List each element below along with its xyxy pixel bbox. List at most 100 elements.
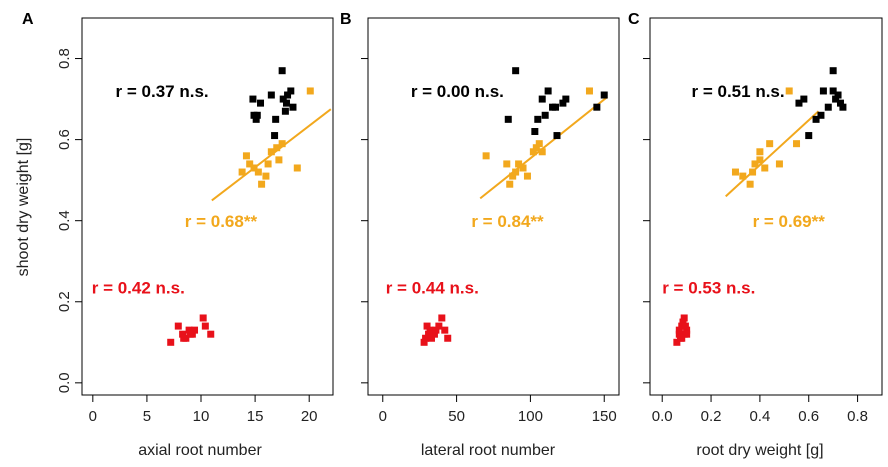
panel-b-point-black-4 xyxy=(544,87,552,95)
panel-a-point-red-7 xyxy=(199,314,207,322)
panel-b: B 0 50 100 150 r = 0.00 n.s. r = 0.84** r =… xyxy=(340,11,620,459)
panel-c-point-orange-4 xyxy=(756,148,764,156)
panel-a-point-red-9 xyxy=(207,330,215,338)
panel-c-point-orange-7 xyxy=(775,160,783,168)
panel-c-point-red-2 xyxy=(678,322,686,330)
panel-b-point-black-3 xyxy=(538,95,546,103)
y-axis-label: shoot dry weight [g] xyxy=(15,138,32,277)
panel-b-point-red-11 xyxy=(444,334,452,342)
panel-a-point-orange-6 xyxy=(267,148,275,156)
panel-c-point-black-8 xyxy=(832,95,840,103)
panel-b-point-red-2 xyxy=(423,322,431,330)
panel-a-point-orange-3 xyxy=(254,168,262,176)
panel-b-point-red-4 xyxy=(426,326,434,334)
panel-c-xtick-label-4: 0.8 xyxy=(847,408,868,425)
panel-c-point-red-1 xyxy=(675,330,683,338)
panel-b-label: B xyxy=(340,11,352,28)
panel-a-point-black-9 xyxy=(284,91,292,99)
panel-a-point-orange-5 xyxy=(262,172,270,180)
panel-b-x-label: lateral root number xyxy=(421,442,556,459)
panel-c-point-black-3 xyxy=(812,115,820,123)
panel-a: A 0 5 10 15 200.00.20.40.60.8 r = 0.37 n.s. … xyxy=(22,11,334,459)
panel-a-point-black-7 xyxy=(278,67,286,75)
panel-c-ticks: 0.0 0.2 0.4 0.6 0.8 xyxy=(643,58,868,425)
panel-b-frame xyxy=(367,17,620,396)
panel-c-point-orange-1 xyxy=(739,172,747,180)
panel-c-xtick-label-3: 0.6 xyxy=(798,408,819,425)
panel-a-point-black-4 xyxy=(257,99,265,107)
panel-a-annotation-black: r = 0.37 n.s. xyxy=(116,82,209,101)
panel-a-point-black-3 xyxy=(253,111,261,119)
panel-a-point-red-6 xyxy=(191,326,199,334)
panel-b-annotation-black: r = 0.00 n.s. xyxy=(411,82,504,101)
panel-b-ticks: 0 50 100 150 xyxy=(361,58,617,425)
panel-a-point-red-2 xyxy=(179,330,187,338)
panel-b-xtick-label-0: 0 xyxy=(379,408,387,425)
panel-a-xtick-label-1: 5 xyxy=(143,408,151,425)
panel-a-point-orange-8 xyxy=(278,140,286,148)
panel-b-point-black-7 xyxy=(559,99,567,107)
panel-b-xtick-label-3: 150 xyxy=(592,408,617,425)
panel-b-point-black-6 xyxy=(553,132,561,140)
panel-c-point-black-4 xyxy=(817,111,825,119)
panel-b-annotation-orange: r = 0.84** xyxy=(471,212,544,231)
panel-a-point-black-12 xyxy=(281,107,289,115)
panel-a-xtick-label-2: 10 xyxy=(193,408,210,425)
panel-b-point-red-5 xyxy=(427,334,435,342)
panel-a-point-black-13 xyxy=(282,99,290,107)
panel-b-point-red-1 xyxy=(422,334,430,342)
panel-b-point-red-9 xyxy=(438,314,446,322)
panel-b-point-black-8 xyxy=(562,95,570,103)
panel-a-point-black-6 xyxy=(271,132,279,140)
panel-c-point-red-10 xyxy=(683,330,691,338)
panel-b-annotation-red: r = 0.44 n.s. xyxy=(386,279,479,298)
panel-c-points xyxy=(673,67,847,346)
panel-b-point-black-9 xyxy=(593,103,601,111)
panel-a-point-black-5 xyxy=(267,91,275,99)
panel-c-point-black-11 xyxy=(839,103,847,111)
panel-b-point-orange-1 xyxy=(503,160,511,168)
panel-a-points xyxy=(167,67,314,346)
panel-b-point-red-8 xyxy=(435,322,443,330)
panel-a-frame xyxy=(81,17,334,396)
panel-a-xtick-label-4: 20 xyxy=(301,408,318,425)
panel-c-point-orange-6 xyxy=(766,140,774,148)
panel-a-point-red-11 xyxy=(186,330,194,338)
panel-a-point-red-4 xyxy=(185,326,193,334)
panel-a-point-black-14 xyxy=(272,115,280,123)
panel-a-point-orange-13 xyxy=(306,87,314,95)
panel-c-point-orange-9 xyxy=(793,140,801,148)
panel-b-point-orange-11 xyxy=(538,148,546,156)
panel-c-point-black-5 xyxy=(819,87,827,95)
panel-a-point-orange-0 xyxy=(242,152,250,160)
panel-c-point-black-1 xyxy=(800,95,808,103)
panel-a-point-orange-7 xyxy=(273,144,281,152)
panel-c-point-red-9 xyxy=(681,322,689,330)
panel-a-annotation-red: r = 0.42 n.s. xyxy=(92,279,185,298)
panel-c-point-orange-8 xyxy=(785,87,793,95)
panel-b-point-red-10 xyxy=(441,326,449,334)
panel-c-point-red-4 xyxy=(683,326,691,334)
panel-a-point-orange-9 xyxy=(238,168,246,176)
panel-b-point-orange-2 xyxy=(506,180,514,188)
panel-a-xtick-label-3: 15 xyxy=(247,408,264,425)
panel-c-xtick-label-0: 0.0 xyxy=(652,408,673,425)
panel-b-point-black-10 xyxy=(600,91,608,99)
panel-b-point-red-0 xyxy=(420,338,428,346)
panel-a-point-red-8 xyxy=(201,322,209,330)
panel-b-point-orange-7 xyxy=(523,172,531,180)
panel-c-frame xyxy=(649,17,883,396)
panel-c-point-orange-3 xyxy=(751,160,759,168)
panel-b-point-orange-10 xyxy=(535,140,543,148)
panel-a-point-orange-1 xyxy=(246,160,254,168)
panel-a-point-red-1 xyxy=(174,322,182,330)
panel-a-ytick-label-1: 0.2 xyxy=(56,291,73,312)
panel-b-point-red-6 xyxy=(430,330,438,338)
panel-a-xtick-label-0: 0 xyxy=(89,408,97,425)
panel-b-point-orange-6 xyxy=(519,164,527,172)
panel-b-point-black-11 xyxy=(541,111,549,119)
panel-c-annotation-orange: r = 0.69** xyxy=(753,212,826,231)
panel-c: C 0.0 0.2 0.4 0.6 0.8 r = 0.51 n.s. r = 0.69… xyxy=(628,11,883,459)
panel-a-annotation-orange: r = 0.68** xyxy=(185,212,258,231)
